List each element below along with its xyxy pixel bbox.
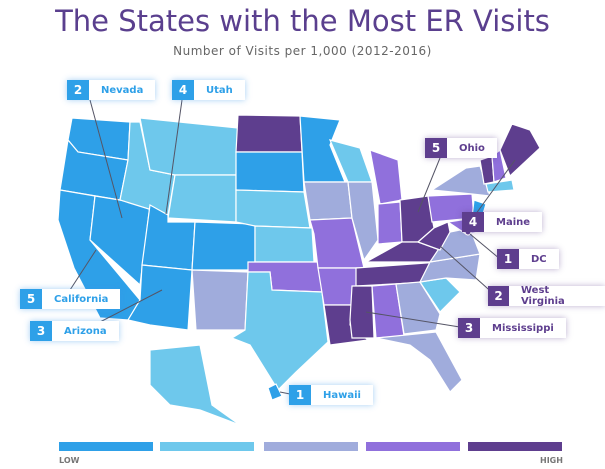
state-michigan xyxy=(369,149,403,205)
state-north-dakota xyxy=(235,114,303,153)
callout-maine: 4 Maine xyxy=(462,212,543,232)
state-mississippi xyxy=(349,285,375,339)
state-nebraska xyxy=(235,189,311,229)
callout-hawaii: 1 Hawaii xyxy=(289,385,373,405)
state-iowa xyxy=(303,181,353,221)
rank-badge: 1 xyxy=(289,385,311,405)
callout-ohio: 5 Ohio xyxy=(425,138,497,158)
page-title: The States with the Most ER Visits xyxy=(55,4,550,38)
rank-badge: 3 xyxy=(30,321,52,341)
rank-badge: 1 xyxy=(497,249,519,269)
state-name: DC xyxy=(531,253,547,265)
callout-dc: 1 DC xyxy=(497,249,559,269)
rank-badge: 5 xyxy=(20,289,42,309)
legend-swatch-5 xyxy=(468,442,562,451)
legend-swatch-3 xyxy=(264,442,358,451)
state-massachusetts xyxy=(485,179,515,193)
state-name: Hawaii xyxy=(323,389,361,401)
state-minnesota xyxy=(299,115,346,183)
state-kansas xyxy=(254,225,315,263)
state-indiana xyxy=(377,201,403,245)
legend-high-label: HIGH xyxy=(540,456,563,465)
state-hawaii xyxy=(267,383,283,401)
state-name: Ohio xyxy=(459,142,485,154)
state-maine xyxy=(499,123,541,178)
state-name: Arizona xyxy=(64,325,107,337)
callout-utah: 4 Utah xyxy=(172,80,245,100)
state-florida xyxy=(375,331,463,393)
legend-low-label: LOW xyxy=(59,456,80,465)
state-new-mexico xyxy=(191,269,249,331)
state-illinois xyxy=(347,181,379,262)
state-name: Utah xyxy=(206,84,233,96)
callout-nevada: 2 Nevada xyxy=(67,80,156,100)
state-name: Maine xyxy=(496,216,531,228)
state-name: Mississippi xyxy=(492,322,554,334)
rank-badge: 2 xyxy=(67,80,89,100)
callout-arizona: 3 Arizona xyxy=(30,321,119,341)
callout-california: 5 California xyxy=(20,289,121,309)
state-alaska xyxy=(149,344,241,426)
callout-lines xyxy=(69,99,516,396)
state-wyoming xyxy=(167,174,237,223)
rank-badge: 3 xyxy=(458,318,480,338)
state-georgia xyxy=(395,281,441,335)
state-name: West Virginia xyxy=(520,285,565,307)
state-texas xyxy=(230,271,329,391)
callout-west-virginia: 2 West Virginia xyxy=(488,285,605,307)
legend-swatch-4 xyxy=(366,442,460,451)
legend-swatch-2 xyxy=(160,442,254,451)
state-montana xyxy=(139,117,239,176)
state-name: California xyxy=(54,293,109,305)
state-west-virginia xyxy=(416,221,451,251)
subtitle: Number of Visits per 1,000 (2012-2016) xyxy=(173,44,432,58)
callout-mississippi: 3 Mississippi xyxy=(458,318,566,338)
states xyxy=(57,114,541,426)
legend-swatch-1 xyxy=(59,442,153,451)
rank-badge: 4 xyxy=(462,212,484,232)
rank-badge: 4 xyxy=(172,80,194,100)
rank-badge: 2 xyxy=(488,286,509,306)
rank-badge: 5 xyxy=(425,138,447,158)
state-colorado xyxy=(191,221,256,271)
state-south-dakota xyxy=(235,151,305,193)
state-new-hampshire xyxy=(491,148,507,183)
state-name: Nevada xyxy=(101,84,144,96)
